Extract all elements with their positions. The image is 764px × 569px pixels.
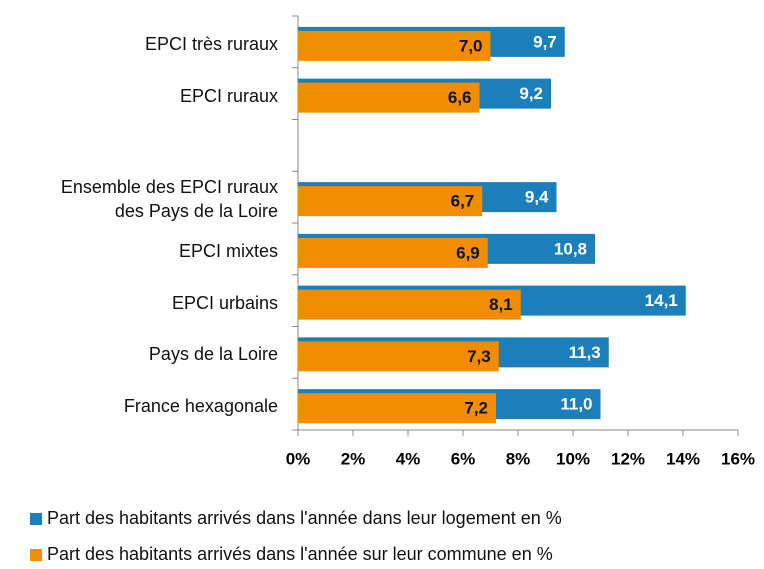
bar-value-label: 6,9 xyxy=(456,243,480,262)
bar-value-label: 11,3 xyxy=(569,343,601,362)
x-tick-label: 0% xyxy=(286,449,311,468)
legend-item: Part des habitants arrivés dans l'année … xyxy=(30,508,562,529)
bar xyxy=(298,341,499,372)
y-tick-label: EPCI mixtes xyxy=(178,240,278,261)
legend-swatch xyxy=(30,548,42,561)
y-tick-label: Ensemble des EPCI ruraux des Pays de la … xyxy=(60,177,278,222)
y-tick-label: Pays de la Loire xyxy=(148,344,278,365)
bar-value-label: 9,7 xyxy=(533,32,557,51)
bar xyxy=(298,289,521,320)
bar xyxy=(298,30,491,61)
bar-value-label: 9,4 xyxy=(525,188,549,207)
bar xyxy=(298,186,483,217)
x-tick-label: 6% xyxy=(451,449,476,468)
bar-value-label: 14,1 xyxy=(645,291,678,310)
bar xyxy=(298,393,496,424)
legend-swatch xyxy=(30,512,42,525)
legend-item: Part des habitants arrivés dans l'année … xyxy=(30,544,553,565)
bar-value-label: 6,6 xyxy=(448,88,472,107)
y-tick-label: EPCI urbains xyxy=(171,292,278,313)
y-tick-label: EPCI ruraux xyxy=(179,85,278,106)
bar-value-label: 7,3 xyxy=(467,347,491,366)
x-tick-label: 10% xyxy=(556,449,590,468)
x-tick-label: 12% xyxy=(611,449,645,468)
y-tick-label: EPCI très ruraux xyxy=(144,33,278,54)
x-tick-label: 16% xyxy=(721,449,755,468)
bar xyxy=(298,82,480,113)
bar-value-label: 10,8 xyxy=(554,239,587,258)
bar-value-label: 9,2 xyxy=(519,84,543,103)
bar-value-label: 7,2 xyxy=(464,399,488,418)
bar-value-label: 11,0 xyxy=(560,395,592,414)
legend-label: Part des habitants arrivés dans l'année … xyxy=(47,544,553,564)
x-tick-label: 4% xyxy=(396,449,421,468)
x-tick-label: 14% xyxy=(666,449,700,468)
bar-value-label: 7,0 xyxy=(459,36,483,55)
bar-value-label: 8,1 xyxy=(489,295,513,314)
x-tick-label: 8% xyxy=(506,449,531,468)
bar-value-label: 6,7 xyxy=(451,192,475,211)
legend-label: Part des habitants arrivés dans l'année … xyxy=(47,508,562,528)
bar xyxy=(298,237,488,268)
x-tick-label: 2% xyxy=(341,449,366,468)
y-tick-label: France hexagonale xyxy=(123,396,278,417)
